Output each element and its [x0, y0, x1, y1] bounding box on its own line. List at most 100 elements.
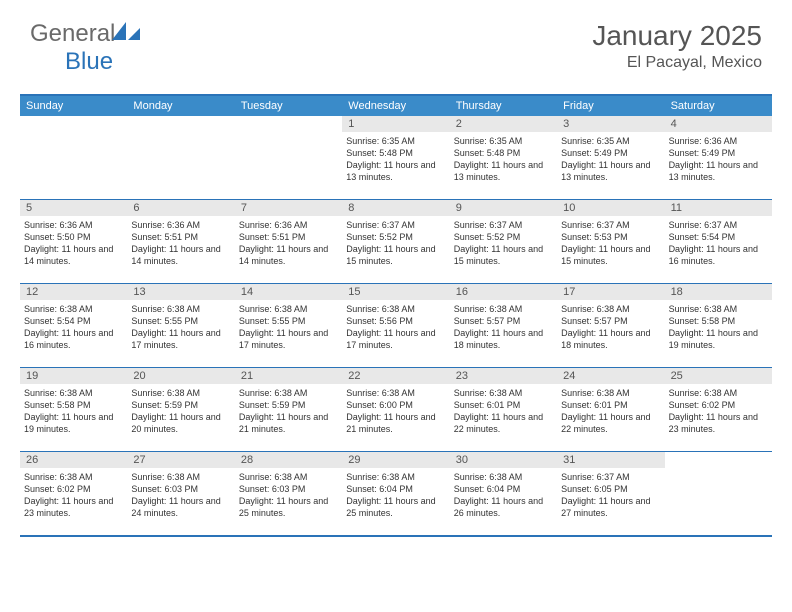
day-info: Sunrise: 6:37 AMSunset: 5:52 PMDaylight:…	[450, 216, 557, 271]
header: General Blue January 2025 El Pacayal, Me…	[0, 0, 792, 86]
day-number: 27	[127, 452, 234, 468]
day-number: 12	[20, 284, 127, 300]
day-cell: 10Sunrise: 6:37 AMSunset: 5:53 PMDayligh…	[557, 200, 664, 283]
day-number: 16	[450, 284, 557, 300]
day-cell	[127, 116, 234, 199]
day-number: 2	[450, 116, 557, 132]
day-cell: 25Sunrise: 6:38 AMSunset: 6:02 PMDayligh…	[665, 368, 772, 451]
day-info: Sunrise: 6:38 AMSunset: 5:55 PMDaylight:…	[127, 300, 234, 355]
day-cell	[20, 116, 127, 199]
day-cell: 4Sunrise: 6:36 AMSunset: 5:49 PMDaylight…	[665, 116, 772, 199]
day-info: Sunrise: 6:38 AMSunset: 5:59 PMDaylight:…	[127, 384, 234, 439]
weekday-label: Thursday	[450, 96, 557, 116]
day-info: Sunrise: 6:35 AMSunset: 5:48 PMDaylight:…	[450, 132, 557, 187]
day-info: Sunrise: 6:37 AMSunset: 6:05 PMDaylight:…	[557, 468, 664, 523]
day-info: Sunrise: 6:38 AMSunset: 5:58 PMDaylight:…	[20, 384, 127, 439]
week-row: 12Sunrise: 6:38 AMSunset: 5:54 PMDayligh…	[20, 283, 772, 367]
weekday-label: Saturday	[665, 96, 772, 116]
title-block: January 2025 El Pacayal, Mexico	[592, 20, 762, 72]
day-cell: 28Sunrise: 6:38 AMSunset: 6:03 PMDayligh…	[235, 452, 342, 535]
day-cell: 1Sunrise: 6:35 AMSunset: 5:48 PMDaylight…	[342, 116, 449, 199]
day-cell: 23Sunrise: 6:38 AMSunset: 6:01 PMDayligh…	[450, 368, 557, 451]
day-info: Sunrise: 6:37 AMSunset: 5:52 PMDaylight:…	[342, 216, 449, 271]
day-number: 19	[20, 368, 127, 384]
day-cell: 14Sunrise: 6:38 AMSunset: 5:55 PMDayligh…	[235, 284, 342, 367]
week-row: 19Sunrise: 6:38 AMSunset: 5:58 PMDayligh…	[20, 367, 772, 451]
day-number: 9	[450, 200, 557, 216]
day-info: Sunrise: 6:38 AMSunset: 5:57 PMDaylight:…	[450, 300, 557, 355]
day-number: 26	[20, 452, 127, 468]
day-cell	[235, 116, 342, 199]
day-cell: 22Sunrise: 6:38 AMSunset: 6:00 PMDayligh…	[342, 368, 449, 451]
weekday-header-row: SundayMondayTuesdayWednesdayThursdayFrid…	[20, 96, 772, 116]
day-info: Sunrise: 6:38 AMSunset: 5:54 PMDaylight:…	[20, 300, 127, 355]
day-info: Sunrise: 6:38 AMSunset: 6:01 PMDaylight:…	[450, 384, 557, 439]
day-cell: 30Sunrise: 6:38 AMSunset: 6:04 PMDayligh…	[450, 452, 557, 535]
day-number: 23	[450, 368, 557, 384]
logo-text-blue: Blue	[65, 48, 113, 75]
day-cell: 2Sunrise: 6:35 AMSunset: 5:48 PMDaylight…	[450, 116, 557, 199]
day-info: Sunrise: 6:38 AMSunset: 6:00 PMDaylight:…	[342, 384, 449, 439]
day-cell: 8Sunrise: 6:37 AMSunset: 5:52 PMDaylight…	[342, 200, 449, 283]
day-number: 3	[557, 116, 664, 132]
day-cell: 9Sunrise: 6:37 AMSunset: 5:52 PMDaylight…	[450, 200, 557, 283]
day-info: Sunrise: 6:38 AMSunset: 6:04 PMDaylight:…	[342, 468, 449, 523]
day-number: 5	[20, 200, 127, 216]
day-info: Sunrise: 6:35 AMSunset: 5:48 PMDaylight:…	[342, 132, 449, 187]
logo: General Blue	[30, 20, 115, 76]
location-label: El Pacayal, Mexico	[592, 54, 762, 72]
day-info: Sunrise: 6:38 AMSunset: 5:59 PMDaylight:…	[235, 384, 342, 439]
day-number: 24	[557, 368, 664, 384]
day-number: 6	[127, 200, 234, 216]
day-number: 13	[127, 284, 234, 300]
day-info: Sunrise: 6:36 AMSunset: 5:51 PMDaylight:…	[235, 216, 342, 271]
day-number: 14	[235, 284, 342, 300]
day-cell: 20Sunrise: 6:38 AMSunset: 5:59 PMDayligh…	[127, 368, 234, 451]
day-number: 8	[342, 200, 449, 216]
day-number: 28	[235, 452, 342, 468]
day-number: 21	[235, 368, 342, 384]
day-number: 17	[557, 284, 664, 300]
day-info: Sunrise: 6:35 AMSunset: 5:49 PMDaylight:…	[557, 132, 664, 187]
day-cell: 24Sunrise: 6:38 AMSunset: 6:01 PMDayligh…	[557, 368, 664, 451]
day-cell	[665, 452, 772, 535]
weeks-container: 1Sunrise: 6:35 AMSunset: 5:48 PMDaylight…	[20, 116, 772, 535]
day-cell: 17Sunrise: 6:38 AMSunset: 5:57 PMDayligh…	[557, 284, 664, 367]
logo-sail-icon	[112, 22, 142, 42]
day-info: Sunrise: 6:38 AMSunset: 5:57 PMDaylight:…	[557, 300, 664, 355]
day-info: Sunrise: 6:36 AMSunset: 5:50 PMDaylight:…	[20, 216, 127, 271]
day-cell: 6Sunrise: 6:36 AMSunset: 5:51 PMDaylight…	[127, 200, 234, 283]
day-info: Sunrise: 6:36 AMSunset: 5:51 PMDaylight:…	[127, 216, 234, 271]
day-cell: 21Sunrise: 6:38 AMSunset: 5:59 PMDayligh…	[235, 368, 342, 451]
page-title: January 2025	[592, 20, 762, 52]
day-number: 30	[450, 452, 557, 468]
day-cell: 27Sunrise: 6:38 AMSunset: 6:03 PMDayligh…	[127, 452, 234, 535]
day-number: 11	[665, 200, 772, 216]
day-info: Sunrise: 6:37 AMSunset: 5:54 PMDaylight:…	[665, 216, 772, 271]
day-number: 1	[342, 116, 449, 132]
day-info: Sunrise: 6:38 AMSunset: 6:03 PMDaylight:…	[127, 468, 234, 523]
day-number: 4	[665, 116, 772, 132]
day-number: 29	[342, 452, 449, 468]
day-number: 10	[557, 200, 664, 216]
week-row: 26Sunrise: 6:38 AMSunset: 6:02 PMDayligh…	[20, 451, 772, 535]
week-row: 5Sunrise: 6:36 AMSunset: 5:50 PMDaylight…	[20, 199, 772, 283]
day-cell: 19Sunrise: 6:38 AMSunset: 5:58 PMDayligh…	[20, 368, 127, 451]
day-info: Sunrise: 6:38 AMSunset: 5:56 PMDaylight:…	[342, 300, 449, 355]
day-cell: 13Sunrise: 6:38 AMSunset: 5:55 PMDayligh…	[127, 284, 234, 367]
day-cell: 5Sunrise: 6:36 AMSunset: 5:50 PMDaylight…	[20, 200, 127, 283]
weekday-label: Monday	[127, 96, 234, 116]
day-cell: 16Sunrise: 6:38 AMSunset: 5:57 PMDayligh…	[450, 284, 557, 367]
day-cell: 12Sunrise: 6:38 AMSunset: 5:54 PMDayligh…	[20, 284, 127, 367]
day-number: 15	[342, 284, 449, 300]
day-cell: 15Sunrise: 6:38 AMSunset: 5:56 PMDayligh…	[342, 284, 449, 367]
weekday-label: Sunday	[20, 96, 127, 116]
day-cell: 7Sunrise: 6:36 AMSunset: 5:51 PMDaylight…	[235, 200, 342, 283]
day-cell: 18Sunrise: 6:38 AMSunset: 5:58 PMDayligh…	[665, 284, 772, 367]
day-info: Sunrise: 6:38 AMSunset: 6:02 PMDaylight:…	[20, 468, 127, 523]
day-info: Sunrise: 6:38 AMSunset: 5:58 PMDaylight:…	[665, 300, 772, 355]
day-number: 22	[342, 368, 449, 384]
day-info: Sunrise: 6:38 AMSunset: 5:55 PMDaylight:…	[235, 300, 342, 355]
day-cell: 26Sunrise: 6:38 AMSunset: 6:02 PMDayligh…	[20, 452, 127, 535]
day-info: Sunrise: 6:38 AMSunset: 6:03 PMDaylight:…	[235, 468, 342, 523]
